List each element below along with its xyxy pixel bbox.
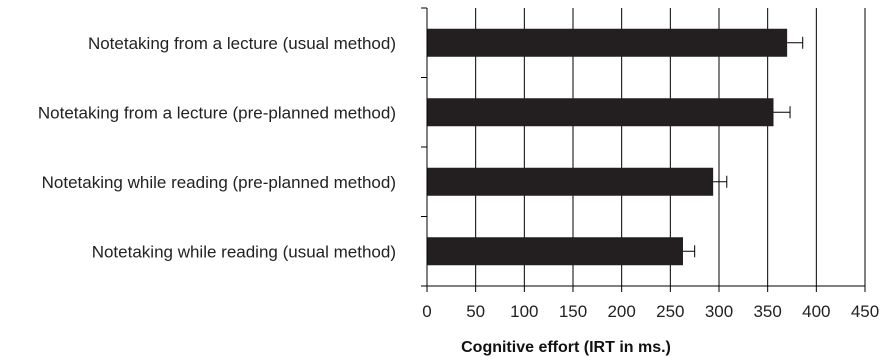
category-label: Notetaking from a lecture (pre-planned m… — [38, 103, 396, 122]
category-labels: Notetaking from a lecture (usual method)… — [38, 34, 396, 262]
x-tick-label: 450 — [851, 302, 879, 321]
x-tick-label: 100 — [510, 302, 538, 321]
bar — [427, 98, 774, 126]
x-axis-title: Cognitive effort (IRT in ms.) — [461, 339, 671, 356]
x-tick-label: 250 — [656, 302, 684, 321]
x-tick-label: 350 — [753, 302, 781, 321]
x-tick-labels: 0 50 100 150 200 250 300 350 400 450 — [422, 302, 879, 321]
x-tick-label: 50 — [466, 302, 485, 321]
bar — [427, 168, 713, 196]
bar — [427, 237, 683, 265]
x-tick-label: 200 — [607, 302, 635, 321]
x-tick-label: 300 — [705, 302, 733, 321]
bars — [427, 29, 787, 266]
category-label: Notetaking while reading (pre-planned me… — [42, 173, 396, 192]
x-tick-label: 400 — [802, 302, 830, 321]
error-bars — [683, 37, 803, 258]
x-tick-label: 150 — [559, 302, 587, 321]
category-label: Notetaking while reading (usual method) — [92, 242, 396, 261]
category-label: Notetaking from a lecture (usual method) — [88, 34, 396, 53]
x-tick-label: 0 — [422, 302, 431, 321]
bar — [427, 29, 787, 57]
